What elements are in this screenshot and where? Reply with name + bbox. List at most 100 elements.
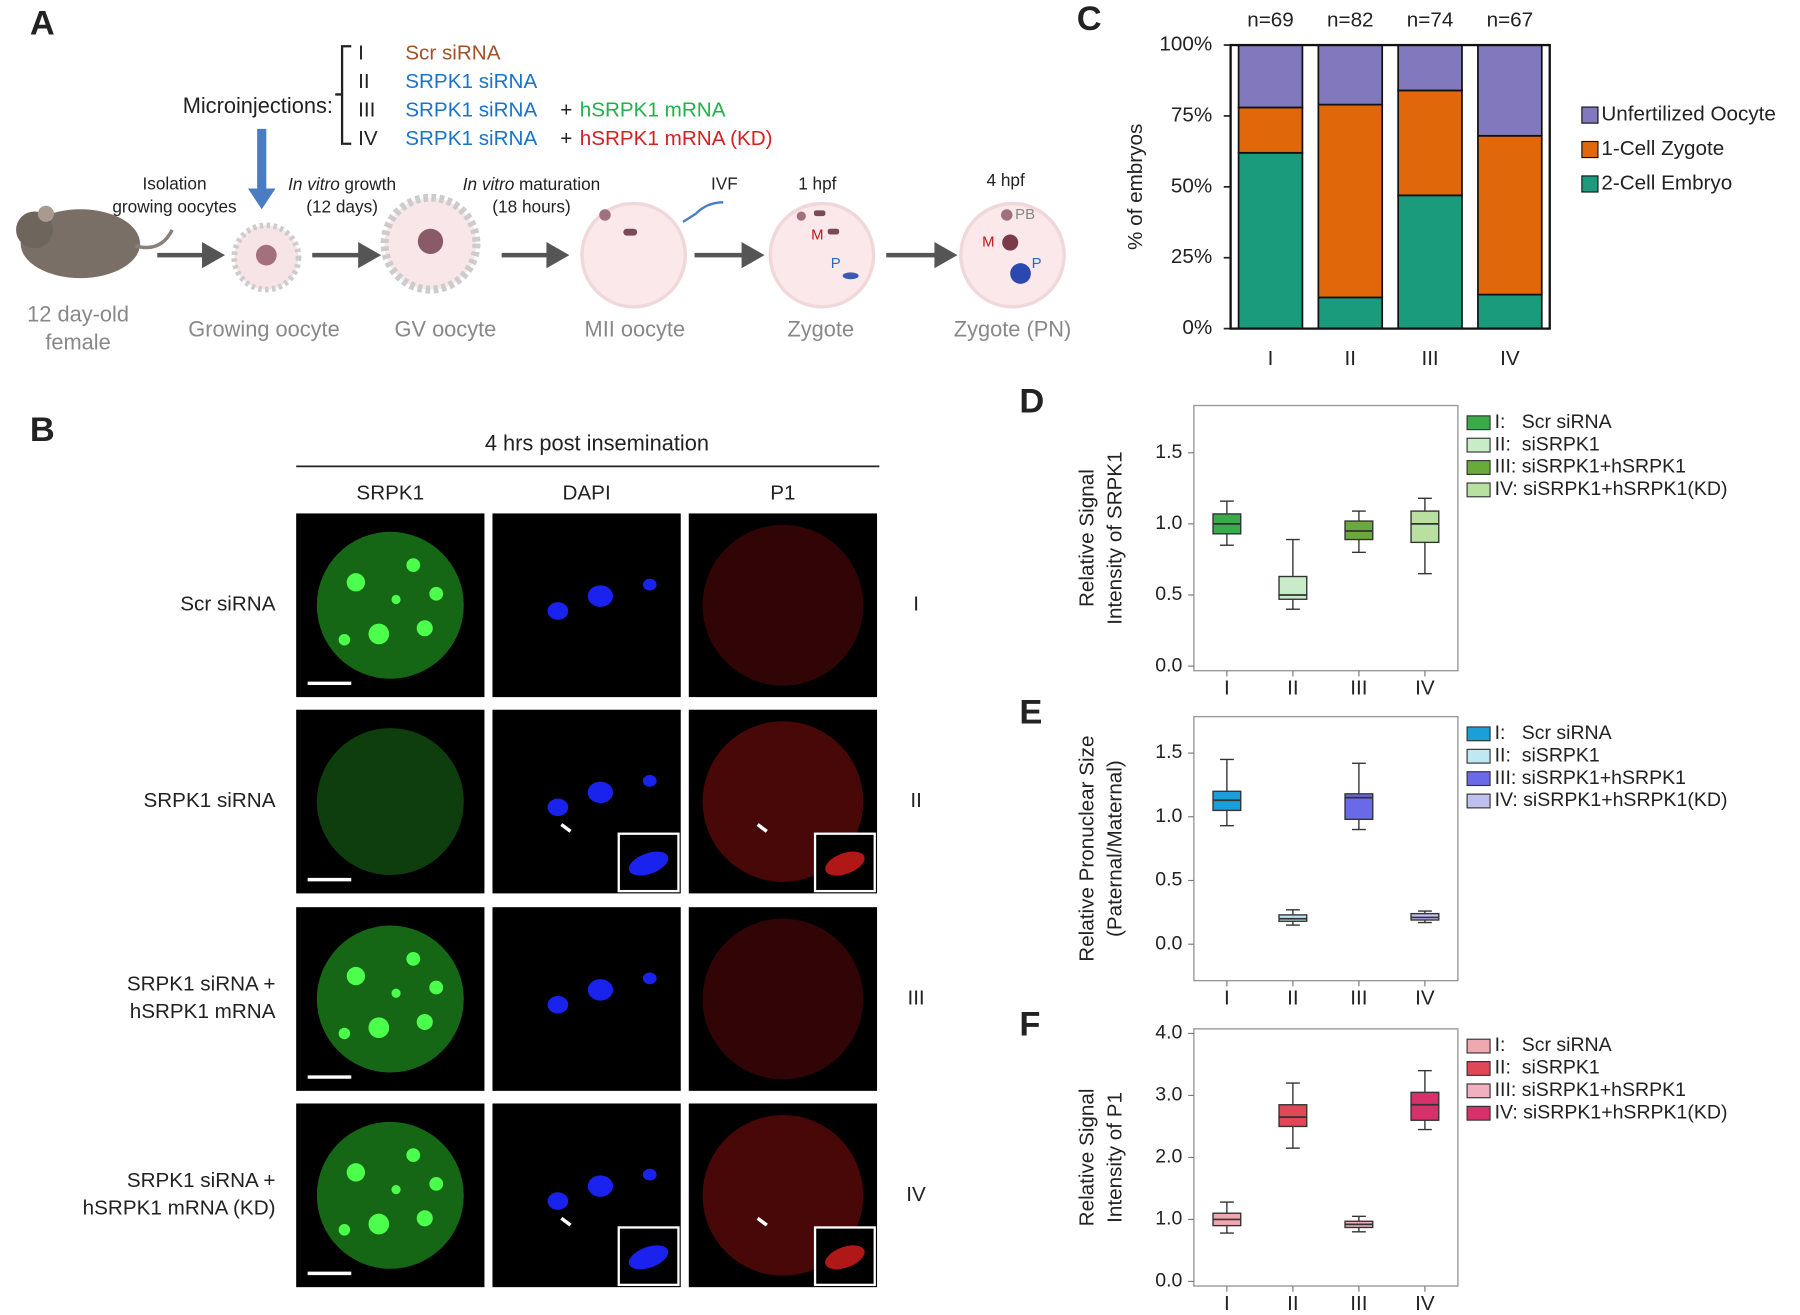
legend-swatch (1581, 140, 1599, 159)
polar-body (599, 209, 611, 221)
legend-label: III: siSRPK1+hSRPK1 (1495, 456, 1686, 478)
y-tick-label: 0.0 (1155, 654, 1182, 676)
granule (391, 988, 401, 998)
granule (416, 1210, 433, 1227)
x-tick-label: I (1268, 347, 1274, 370)
cell (959, 201, 1066, 309)
y-tick-label: 0.5 (1155, 869, 1182, 891)
sirna-label: SRPK1 siRNA (405, 98, 537, 121)
y-axis-label: Intensity of P1 (1103, 1092, 1126, 1223)
cell-mark: P (831, 255, 841, 272)
annotation: n=67 (1487, 8, 1534, 31)
legend-swatch (1466, 437, 1491, 453)
inset-signal (825, 1245, 865, 1270)
x-tick-label: I (1224, 1292, 1230, 1315)
legend-swatch (1466, 748, 1491, 764)
legend-label: III: siSRPK1+hSRPK1 (1495, 767, 1686, 789)
group-numeral: I (358, 42, 364, 65)
plot-frame (1193, 715, 1459, 982)
row-label: SRPK1 siRNA + (127, 973, 276, 996)
bar-segment (1237, 44, 1304, 109)
box (1278, 575, 1308, 600)
row-numeral: III (907, 986, 924, 1009)
y-axis-label: Relative Signal (1076, 1089, 1099, 1227)
y-tick-label: 3.0 (1155, 1084, 1182, 1106)
panel-a: A Microinjections: Isolation growing ooc… (16, 5, 1066, 354)
x-tick-label: IV (1500, 347, 1520, 370)
plus: + (560, 98, 572, 121)
step-label: In vitro maturation (463, 174, 601, 194)
y-axis-label: Intensity of SRPK1 (1103, 451, 1126, 624)
nucleus (587, 979, 614, 1001)
nucleus (255, 244, 277, 266)
granule (368, 1017, 390, 1039)
y-tick-label: 1.5 (1155, 741, 1182, 763)
x-tick-label: III (1350, 1292, 1367, 1315)
x-tick-label: III (1350, 986, 1367, 1009)
granule (406, 1148, 421, 1163)
cell-mark: M (982, 233, 994, 250)
group-numeral: III (358, 98, 375, 121)
granule (346, 573, 366, 592)
pointer (560, 1216, 572, 1227)
legend-label: III: siSRPK1+hSRPK1 (1495, 1079, 1686, 1101)
group-numeral: IV (358, 127, 378, 150)
legend-swatch (1466, 1061, 1491, 1076)
legend-swatch (1466, 1105, 1491, 1121)
sperm-head (842, 272, 859, 280)
legend-swatch (1466, 726, 1491, 742)
injection-arrowhead (247, 188, 276, 210)
mouse-ear (37, 205, 54, 222)
bar-segment (1477, 44, 1543, 137)
pointer (756, 823, 768, 833)
y-tick-label: 0% (1182, 316, 1212, 339)
annotation: n=69 (1247, 8, 1294, 31)
step-label: growing oocytes (112, 197, 236, 217)
y-tick-label: 4.0 (1155, 1022, 1182, 1044)
y-tick-label: 50% (1171, 174, 1212, 197)
inset-signal (628, 851, 669, 876)
plus: + (560, 127, 572, 150)
granule (391, 594, 401, 605)
panel-label: C (1077, 0, 1102, 38)
legend-swatch (1466, 1083, 1491, 1099)
panel-label: D (1019, 382, 1044, 420)
bar-segment (1397, 44, 1463, 92)
stage-label: Growing oocyte (188, 317, 339, 342)
micrograph (492, 513, 681, 698)
nucleus (642, 1168, 657, 1181)
panel-label: A (30, 5, 55, 43)
x-tick-label: IV (1415, 1292, 1435, 1315)
y-tick-label: 25% (1171, 245, 1212, 268)
oocyte-signal (316, 1121, 464, 1269)
x-tick-label: III (1421, 347, 1438, 370)
legend-label: IV: siSRPK1+hSRPK1(KD) (1495, 1101, 1728, 1123)
step-label: IVF (711, 174, 738, 194)
step-label: Isolation (142, 174, 206, 194)
y-tick-label: 0.5 (1155, 583, 1182, 605)
row-label: Scr siRNA (180, 593, 275, 616)
legend-swatch (1581, 106, 1599, 124)
nucleus (547, 602, 569, 620)
column-label: DAPI (562, 481, 610, 504)
y-tick-label: 75% (1171, 103, 1212, 126)
mrna-label: hSRPK1 mRNA (580, 98, 726, 121)
granule (368, 623, 390, 645)
legend-label: II: siSRPK1 (1495, 744, 1600, 766)
polar-body (1001, 209, 1013, 221)
bar-segment (1317, 103, 1384, 299)
granule (338, 1224, 351, 1236)
micrograph (492, 907, 681, 1091)
cell-mark: M (811, 227, 823, 244)
bar-segment (1397, 194, 1463, 330)
step-label: 4 hpf (986, 170, 1024, 190)
y-tick-label: 1.0 (1155, 805, 1182, 827)
nucleus (642, 972, 657, 985)
row-numeral: IV (906, 1183, 926, 1206)
step-label-italic: In vitro (463, 174, 515, 194)
x-tick-label: II (1287, 986, 1298, 1009)
panel-label: F (1019, 1006, 1040, 1044)
oocyte-signal (316, 531, 464, 679)
legend-swatch (1581, 175, 1599, 193)
panel-label: B (30, 411, 55, 449)
